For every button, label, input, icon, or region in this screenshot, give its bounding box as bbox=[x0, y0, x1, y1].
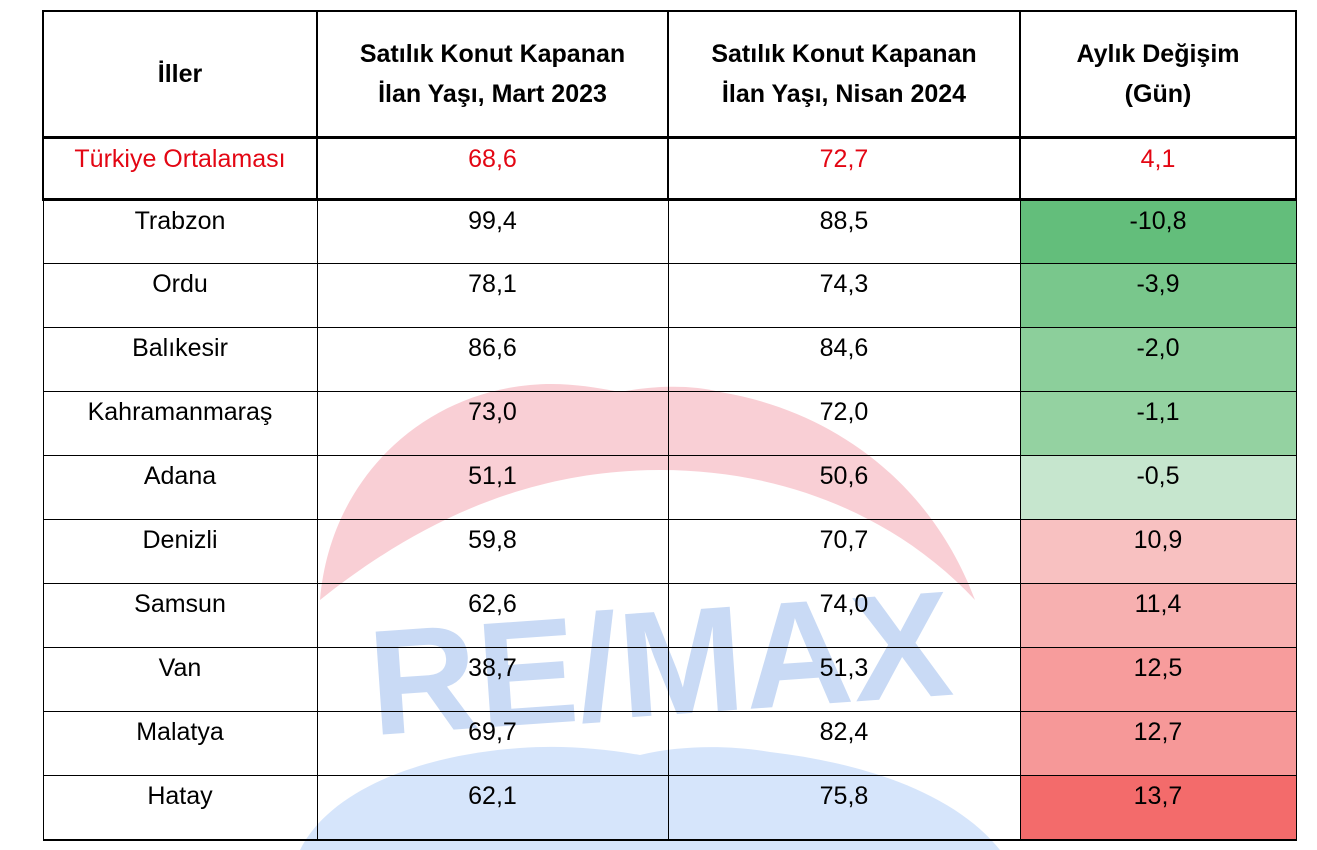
table-row: Malatya 69,7 82,4 12,7 bbox=[42, 711, 1297, 776]
header-row: İller Satılık Konut Kapanan İlan Yaşı, M… bbox=[42, 10, 1297, 139]
header-apr-2024: Satılık Konut Kapanan İlan Yaşı, Nisan 2… bbox=[667, 10, 1021, 139]
turkey-average-row: Türkiye Ortalaması 68,6 72,7 4,1 bbox=[42, 136, 1297, 201]
header-monthly-change: Aylık Değişim (Gün) bbox=[1019, 10, 1297, 139]
mar-2023-cell: 86,6 bbox=[316, 327, 669, 392]
apr-2024-cell: 74,3 bbox=[667, 263, 1021, 328]
city-name-cell: Kahramanmaraş bbox=[42, 391, 318, 456]
apr-2024-cell: 88,5 bbox=[667, 199, 1021, 264]
apr-2024-cell: 74,0 bbox=[667, 583, 1021, 648]
apr-2024-cell: 70,7 bbox=[667, 519, 1021, 584]
header-city: İller bbox=[42, 10, 318, 139]
city-name-cell: Ordu bbox=[42, 263, 318, 328]
apr-2024-cell: 75,8 bbox=[667, 775, 1021, 841]
city-name-cell: Hatay bbox=[42, 775, 318, 841]
mar-2023-cell: 99,4 bbox=[316, 199, 669, 264]
mar-2023-cell: 78,1 bbox=[316, 263, 669, 328]
monthly-change-cell: 10,9 bbox=[1019, 519, 1297, 584]
monthly-change-cell: 13,7 bbox=[1019, 775, 1297, 841]
apr-2024-cell: 51,3 bbox=[667, 647, 1021, 712]
table-row: Ordu 78,1 74,3 -3,9 bbox=[42, 263, 1297, 328]
city-name-cell: Denizli bbox=[42, 519, 318, 584]
mar-2023-cell: 62,1 bbox=[316, 775, 669, 841]
mar-2023-cell: 73,0 bbox=[316, 391, 669, 456]
city-name-cell: Malatya bbox=[42, 711, 318, 776]
average-apr-2024-cell: 72,7 bbox=[667, 136, 1021, 201]
mar-2023-cell: 62,6 bbox=[316, 583, 669, 648]
mar-2023-cell: 51,1 bbox=[316, 455, 669, 520]
apr-2024-cell: 82,4 bbox=[667, 711, 1021, 776]
apr-2024-cell: 72,0 bbox=[667, 391, 1021, 456]
ilan-yasi-table: İller Satılık Konut Kapanan İlan Yaşı, M… bbox=[42, 10, 1297, 841]
average-change-cell: 4,1 bbox=[1019, 136, 1297, 201]
monthly-change-cell: 11,4 bbox=[1019, 583, 1297, 648]
table-row: Kahramanmaraş 73,0 72,0 -1,1 bbox=[42, 391, 1297, 456]
average-name-cell: Türkiye Ortalaması bbox=[42, 136, 318, 201]
city-name-cell: Balıkesir bbox=[42, 327, 318, 392]
table-row: Van 38,7 51,3 12,5 bbox=[42, 647, 1297, 712]
mar-2023-cell: 69,7 bbox=[316, 711, 669, 776]
table-row: Balıkesir 86,6 84,6 -2,0 bbox=[42, 327, 1297, 392]
apr-2024-cell: 84,6 bbox=[667, 327, 1021, 392]
monthly-change-cell: -10,8 bbox=[1019, 199, 1297, 264]
monthly-change-cell: -0,5 bbox=[1019, 455, 1297, 520]
monthly-change-cell: -2,0 bbox=[1019, 327, 1297, 392]
city-name-cell: Trabzon bbox=[42, 199, 318, 264]
header-mar-2023: Satılık Konut Kapanan İlan Yaşı, Mart 20… bbox=[316, 10, 669, 139]
mar-2023-cell: 59,8 bbox=[316, 519, 669, 584]
city-name-cell: Van bbox=[42, 647, 318, 712]
table-row: Samsun 62,6 74,0 11,4 bbox=[42, 583, 1297, 648]
mar-2023-cell: 38,7 bbox=[316, 647, 669, 712]
monthly-change-cell: 12,7 bbox=[1019, 711, 1297, 776]
city-name-cell: Samsun bbox=[42, 583, 318, 648]
city-name-cell: Adana bbox=[42, 455, 318, 520]
monthly-change-cell: 12,5 bbox=[1019, 647, 1297, 712]
apr-2024-cell: 50,6 bbox=[667, 455, 1021, 520]
monthly-change-cell: -3,9 bbox=[1019, 263, 1297, 328]
table-row: Hatay 62,1 75,8 13,7 bbox=[42, 775, 1297, 841]
average-mar-2023-cell: 68,6 bbox=[316, 136, 669, 201]
table-row: Trabzon 99,4 88,5 -10,8 bbox=[42, 199, 1297, 264]
table-row: Adana 51,1 50,6 -0,5 bbox=[42, 455, 1297, 520]
monthly-change-cell: -1,1 bbox=[1019, 391, 1297, 456]
table-row: Denizli 59,8 70,7 10,9 bbox=[42, 519, 1297, 584]
